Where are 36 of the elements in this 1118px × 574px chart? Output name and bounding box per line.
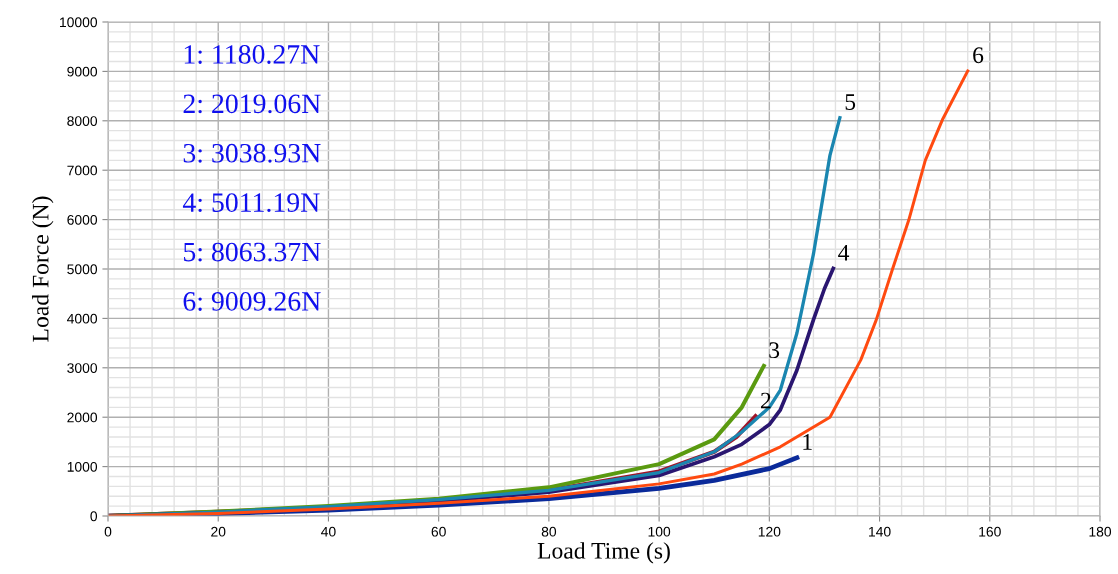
x-tick-label: 20 — [211, 526, 226, 537]
y-tick-label: 6000 — [67, 214, 98, 225]
y-tick-label: 0 — [90, 511, 98, 522]
y-tick-label: 8000 — [67, 116, 98, 126]
x-tick-label: 0 — [104, 526, 112, 537]
series-label: 6 — [973, 47, 984, 64]
y-tick-label: 2000 — [67, 412, 98, 423]
series-label: 5 — [845, 94, 856, 110]
x-tick-label: 140 — [869, 526, 891, 537]
y-tick-label: 3000 — [67, 363, 98, 373]
annotation: 5: 8063.37N — [184, 242, 321, 262]
x-tick-label: 160 — [979, 526, 1001, 537]
series-label: 1 — [803, 434, 812, 450]
y-tick-label: 9000 — [67, 66, 98, 77]
y-tick-label: 10000 — [60, 17, 98, 28]
annotation: 4: 5011.19N — [182, 193, 320, 213]
x-tick-label: 40 — [321, 526, 336, 537]
annotation: 1: 1180.27N — [184, 45, 320, 64]
x-tick-label: 120 — [758, 526, 781, 537]
y-tick-label: 5000 — [67, 264, 98, 275]
y-tick-label: 1000 — [67, 461, 98, 472]
x-tick-label: 80 — [541, 526, 557, 537]
x-tick-label: 180 — [1089, 526, 1112, 537]
y-tick-label: 4000 — [67, 313, 98, 324]
annotation: 6: 9009.26N — [183, 292, 321, 311]
series-label: 4 — [838, 244, 850, 261]
x-tick-label: 100 — [648, 526, 671, 537]
x-tick-label: 60 — [431, 526, 446, 537]
x-axis-title: Load Time (s) — [537, 542, 670, 564]
y-tick-label: 7000 — [67, 165, 98, 176]
line-series — [108, 69, 970, 516]
annotation: 3: 3038.93N — [183, 143, 321, 163]
series-label: 3 — [769, 342, 780, 359]
y-axis-title: Load Force (N) — [32, 196, 54, 342]
annotation: 2: 2019.06N — [183, 94, 321, 114]
series-label: 2 — [761, 392, 771, 409]
